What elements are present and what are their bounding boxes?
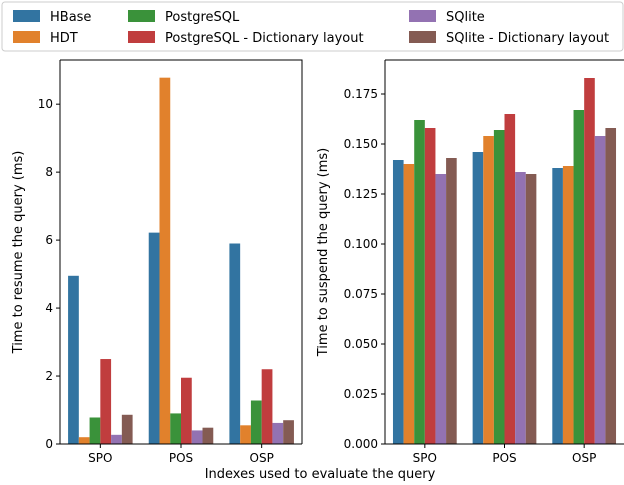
bar [272, 422, 284, 444]
x-tick-label: OSP [250, 451, 274, 465]
bar [472, 152, 484, 444]
bar [68, 275, 79, 444]
bar [605, 128, 617, 444]
bar [446, 158, 457, 444]
axis-frame [60, 59, 303, 444]
legend-swatch [128, 10, 155, 22]
bar [181, 377, 192, 444]
y-tick-label: 0.175 [344, 87, 378, 101]
suspend-time-panel: 0.000 0.025 0.050 0.075 0.100 0.125 0.150 0.175… [316, 59, 624, 465]
legend-label: HDT [50, 31, 78, 46]
legend-label: PostgreSQL [165, 10, 240, 25]
legend-swatch [409, 31, 436, 43]
bar [403, 164, 415, 444]
bar [229, 243, 241, 444]
y-tick-label: 0.150 [344, 137, 378, 151]
bar [515, 172, 526, 444]
y-tick-label: 0.050 [344, 337, 378, 351]
bar [100, 359, 112, 444]
y-axis-label: Time to resume the query (ms) [11, 151, 26, 355]
x-tick-label: SPO [88, 451, 112, 465]
bar [424, 128, 436, 444]
legend-label: HBase [50, 10, 91, 25]
y-tick-label: 2 [45, 369, 53, 383]
bar [573, 110, 585, 444]
resume-time-panel: 0 2 4 6 8 10 SPO POS OSP Time to resume the query… [11, 59, 303, 465]
x-tick-label: POS [492, 451, 516, 465]
x-tick-label: SPO [413, 451, 437, 465]
bar [202, 427, 214, 444]
legend-label: SQlite [446, 10, 485, 25]
y-tick-label: 8 [45, 165, 53, 179]
bar [111, 434, 122, 444]
bar [552, 168, 563, 444]
bar [261, 369, 273, 444]
y-tick-label: 0.075 [344, 287, 378, 301]
bar [525, 174, 537, 444]
bar [191, 430, 203, 444]
x-axis-label: Indexes used to evaluate the query [205, 467, 436, 482]
legend-swatch [13, 10, 40, 22]
bar [170, 413, 181, 444]
y-axis-label: Time to suspend the query (ms) [316, 148, 331, 358]
bar [392, 160, 404, 444]
bar [493, 130, 505, 444]
bar [121, 414, 133, 444]
x-tick-label: POS [169, 451, 193, 465]
bar [435, 174, 447, 444]
legend-frame [1, 1, 624, 52]
bar [159, 77, 171, 445]
y-tick-label: 0.100 [344, 237, 378, 251]
y-tick-label: 0.025 [344, 387, 378, 401]
y-tick-label: 0.000 [344, 437, 378, 451]
bar [283, 420, 294, 444]
y-tick-label: 6 [45, 233, 53, 247]
legend-label: PostgreSQL - Dictionary layout [165, 31, 364, 46]
bar [250, 400, 262, 444]
bar [504, 114, 516, 444]
y-tick-label: 0 [45, 437, 53, 451]
bar [89, 417, 101, 444]
legend: HBase HDT PostgreSQL PostgreSQL - Dictionar… [1, 1, 624, 52]
bar [414, 120, 425, 444]
y-tick-label: 4 [45, 301, 53, 315]
x-tick-label: OSP [572, 451, 596, 465]
legend-swatch [409, 10, 436, 22]
legend-swatch [13, 31, 40, 43]
y-tick-label: 10 [38, 97, 53, 111]
legend-label: SQlite - Dictionary layout [446, 31, 609, 46]
bar [148, 232, 160, 444]
bar [584, 78, 595, 444]
bar [594, 136, 606, 444]
bar [562, 166, 574, 444]
bar [240, 425, 251, 444]
bar [78, 437, 90, 444]
y-tick-label: 0.125 [344, 187, 378, 201]
bar [483, 136, 494, 444]
legend-swatch [128, 31, 155, 43]
